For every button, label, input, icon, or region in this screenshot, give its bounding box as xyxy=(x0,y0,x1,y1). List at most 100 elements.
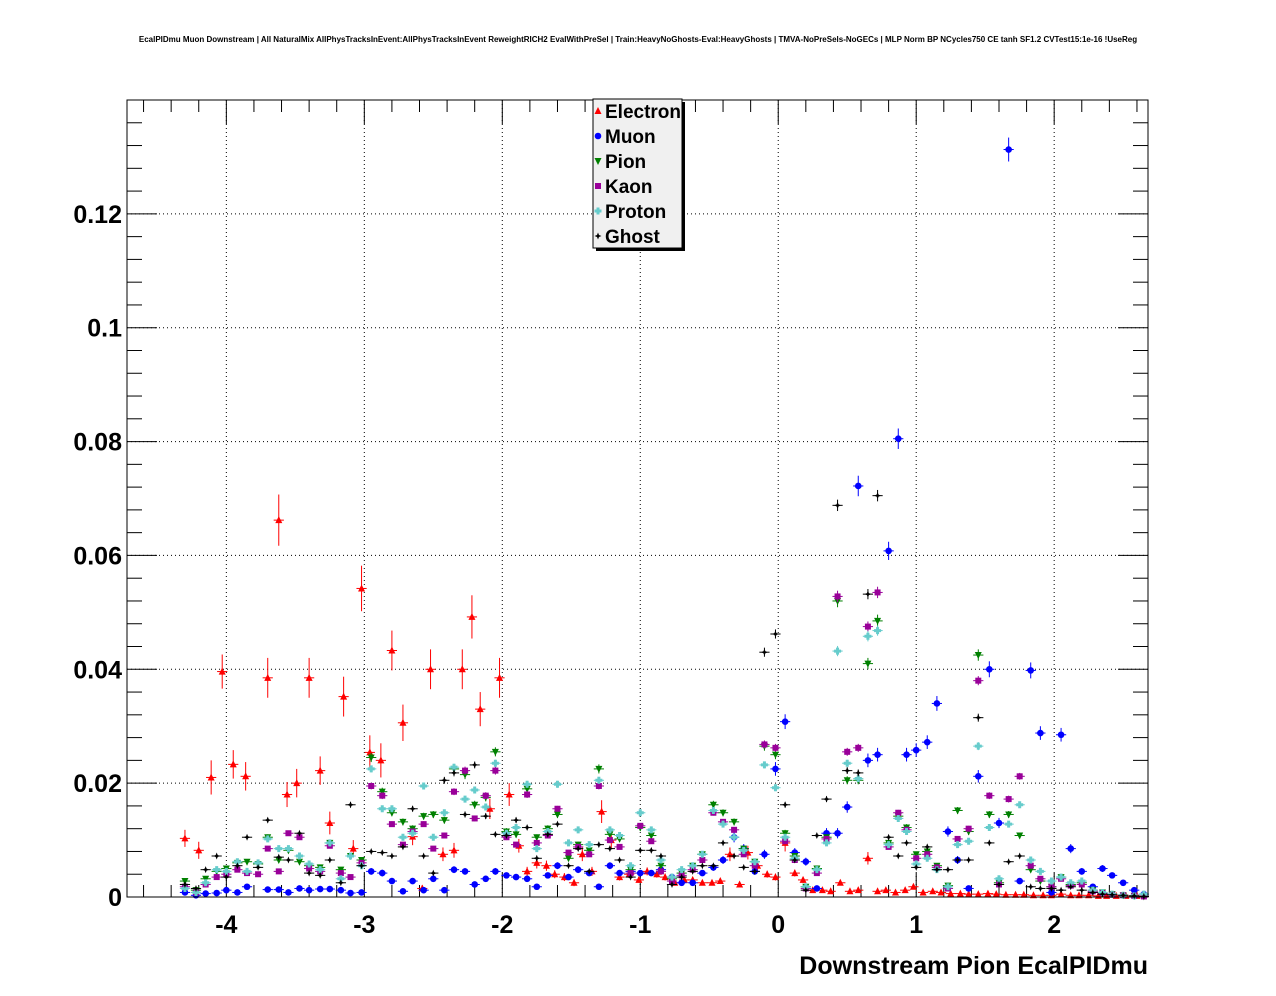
ghost-point xyxy=(523,824,531,832)
series-muon xyxy=(179,137,1149,899)
proton-point xyxy=(574,826,582,834)
electron-point xyxy=(763,870,771,878)
legend-marker-pion xyxy=(594,158,602,165)
ghost-point xyxy=(730,852,738,860)
proton-point xyxy=(616,832,624,840)
muon-point xyxy=(719,856,727,864)
electron-point xyxy=(974,890,982,898)
kaon-point xyxy=(524,791,531,798)
ghost-point xyxy=(1027,883,1035,891)
proton-point xyxy=(974,742,982,750)
y-tick-label: 0.08 xyxy=(73,429,122,457)
kaon-point xyxy=(213,874,220,881)
muon-point xyxy=(264,886,272,893)
legend-marker-proton xyxy=(594,207,602,215)
kaon-point xyxy=(1016,773,1023,780)
ghost-point xyxy=(933,866,941,874)
proton-point xyxy=(894,814,902,822)
proton-point xyxy=(719,820,727,828)
proton-point xyxy=(284,845,292,853)
electron-point xyxy=(892,888,900,896)
ghost-point xyxy=(1078,886,1086,894)
kaon-point xyxy=(606,837,613,844)
x-tick-label: 1 xyxy=(909,911,923,939)
muon-point xyxy=(944,828,952,835)
muon-point xyxy=(305,886,313,894)
ghost-point xyxy=(284,856,292,864)
kaon-point xyxy=(844,748,851,755)
muon-point xyxy=(234,889,241,896)
proton-point xyxy=(553,780,561,788)
ghost-point xyxy=(1047,884,1055,892)
electron-point xyxy=(195,846,203,854)
electron-point xyxy=(708,878,716,886)
proton-point xyxy=(823,839,831,847)
muon-point xyxy=(933,700,941,707)
electron-point xyxy=(901,886,909,894)
proton-point xyxy=(491,759,499,767)
muon-point xyxy=(1005,146,1012,153)
electron-point xyxy=(229,760,237,768)
electron-point xyxy=(818,886,826,894)
ghost-point xyxy=(358,862,366,870)
proton-point xyxy=(730,833,738,841)
muon-point xyxy=(1016,877,1023,885)
proton-point xyxy=(1036,867,1044,875)
kaon-point xyxy=(388,821,395,828)
muon-point xyxy=(923,738,931,746)
proton-point xyxy=(181,884,189,892)
muon-point xyxy=(388,877,396,885)
ghost-point xyxy=(719,839,727,847)
kaon-point xyxy=(924,851,931,858)
pion-point xyxy=(429,811,437,819)
kaon-point xyxy=(306,865,313,872)
proton-point xyxy=(1067,879,1075,887)
proton-point xyxy=(213,866,221,874)
proton-point xyxy=(429,833,437,841)
ghost-point xyxy=(181,880,189,888)
kaon-point xyxy=(986,792,993,799)
electron-point xyxy=(809,886,817,894)
legend-label-proton: Proton xyxy=(605,202,666,223)
ghost-point xyxy=(802,886,810,894)
proton-point xyxy=(450,763,458,771)
ghost-point xyxy=(491,830,499,838)
electron-point xyxy=(427,665,435,673)
kaon-point xyxy=(275,868,282,875)
muon-point xyxy=(813,885,821,892)
electron-point xyxy=(661,873,669,881)
proton-point xyxy=(388,805,396,813)
kaon-point xyxy=(782,838,789,845)
series-ghost xyxy=(179,489,1149,900)
electron-point xyxy=(377,756,385,764)
muon-point xyxy=(503,872,510,879)
electron-point xyxy=(827,887,835,895)
kaon-point xyxy=(430,845,437,852)
y-tick-label: 0.12 xyxy=(73,201,122,229)
muon-point xyxy=(1037,729,1044,737)
proton-point xyxy=(420,782,428,790)
muon-point xyxy=(202,890,209,897)
data-points xyxy=(179,137,1149,901)
ghost-point xyxy=(409,805,417,813)
electron-point xyxy=(388,646,396,654)
electron-point xyxy=(992,890,1000,898)
muon-point xyxy=(595,883,603,891)
muon-point xyxy=(523,875,531,883)
proton-point xyxy=(565,839,573,847)
kaon-point xyxy=(637,822,644,829)
ghost-point xyxy=(791,856,799,864)
ghost-point xyxy=(995,880,1003,888)
electron-point xyxy=(716,877,724,885)
proton-point xyxy=(367,765,375,773)
kaon-point xyxy=(751,862,758,869)
electron-point xyxy=(1012,890,1020,898)
muon-point xyxy=(885,547,892,555)
ghost-point xyxy=(326,856,334,864)
muon-point xyxy=(430,875,437,883)
muon-point xyxy=(772,765,779,773)
muon-point xyxy=(316,885,324,893)
kaon-point xyxy=(450,788,457,795)
ghost-point xyxy=(512,816,520,824)
electron-point xyxy=(358,584,366,592)
